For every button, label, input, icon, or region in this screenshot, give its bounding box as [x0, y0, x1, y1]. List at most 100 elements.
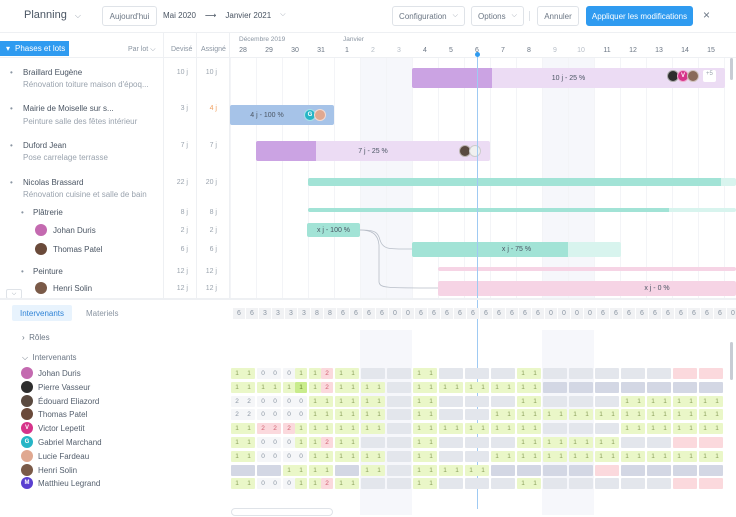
- workload-cell[interactable]: 1: [295, 368, 307, 379]
- workload-cell[interactable]: [465, 437, 489, 448]
- workload-cell[interactable]: [439, 409, 463, 421]
- workload-cell[interactable]: [543, 368, 567, 379]
- more-avatars-badge[interactable]: +5: [703, 70, 716, 82]
- workload-cell[interactable]: 1: [295, 381, 307, 393]
- cancel-button[interactable]: Annuler: [537, 6, 579, 26]
- workload-cell[interactable]: [595, 381, 619, 393]
- workload-cell[interactable]: 0: [283, 368, 295, 379]
- workload-cell[interactable]: [621, 478, 645, 490]
- summary-bar[interactable]: [438, 267, 736, 271]
- workload-cell[interactable]: 1: [309, 437, 321, 448]
- gantt-bar[interactable]: x j - 0 %: [438, 281, 736, 296]
- workload-cell[interactable]: [543, 423, 567, 435]
- workload-cell[interactable]: [569, 368, 593, 379]
- workload-cell[interactable]: [387, 381, 411, 393]
- gantt-scrollbar[interactable]: [730, 58, 733, 80]
- workload-cell[interactable]: 2: [321, 381, 333, 393]
- person-name[interactable]: Johan Duris: [38, 369, 81, 378]
- workload-cell[interactable]: [439, 478, 463, 490]
- person-name[interactable]: Pierre Vasseur: [38, 382, 91, 392]
- person-name[interactable]: Lucie Fardeau: [38, 451, 90, 461]
- summary-bar[interactable]: [308, 208, 736, 212]
- gantt-bar[interactable]: x j - 75 %: [412, 242, 621, 257]
- workload-cell[interactable]: [569, 464, 593, 476]
- workload-cell[interactable]: [387, 450, 411, 462]
- workload-cell[interactable]: 2: [283, 423, 295, 435]
- workload-cell[interactable]: [543, 464, 567, 476]
- workload-cell[interactable]: 1: [295, 478, 307, 490]
- workload-cell[interactable]: 0: [283, 437, 295, 448]
- workload-cell[interactable]: [595, 464, 619, 476]
- lot-title[interactable]: Plâtrerie: [33, 208, 63, 217]
- project-title[interactable]: Braillard Eugène: [23, 68, 83, 77]
- workload-cell[interactable]: [387, 437, 411, 448]
- workload-cell[interactable]: [439, 395, 463, 407]
- gantt-bar[interactable]: 4 j - 100 % G: [230, 105, 334, 125]
- workload-cell[interactable]: [673, 381, 697, 393]
- options-button[interactable]: Options ⌵: [471, 6, 524, 26]
- workload-cell[interactable]: [361, 368, 385, 379]
- workload-cell[interactable]: [387, 464, 411, 476]
- workload-cell[interactable]: [517, 464, 541, 476]
- workload-cell[interactable]: [387, 423, 411, 435]
- workload-cell[interactable]: [543, 478, 567, 490]
- workload-cell[interactable]: [647, 381, 671, 393]
- workload-cell[interactable]: [465, 478, 489, 490]
- workload-cell[interactable]: [647, 464, 671, 476]
- workload-cell[interactable]: [361, 437, 385, 448]
- person-name[interactable]: Édouard Eliazord: [38, 396, 100, 406]
- workload-cell[interactable]: [491, 368, 515, 379]
- workload-cell[interactable]: [231, 464, 255, 476]
- workload-cell[interactable]: [621, 437, 645, 448]
- workload-cell[interactable]: [699, 478, 723, 490]
- workload-cell[interactable]: 2: [321, 437, 333, 448]
- workload-cell[interactable]: 1: [295, 423, 307, 435]
- workload-cell[interactable]: [387, 368, 411, 379]
- workload-cell[interactable]: [699, 437, 723, 448]
- workload-cell[interactable]: [439, 437, 463, 448]
- workload-cell[interactable]: [257, 464, 281, 476]
- project-title[interactable]: Mairie de Moiselle sur s...: [23, 104, 114, 113]
- panel-splitter[interactable]: [0, 298, 736, 300]
- workload-scrollbar[interactable]: [730, 342, 733, 380]
- workload-cell[interactable]: [673, 478, 697, 490]
